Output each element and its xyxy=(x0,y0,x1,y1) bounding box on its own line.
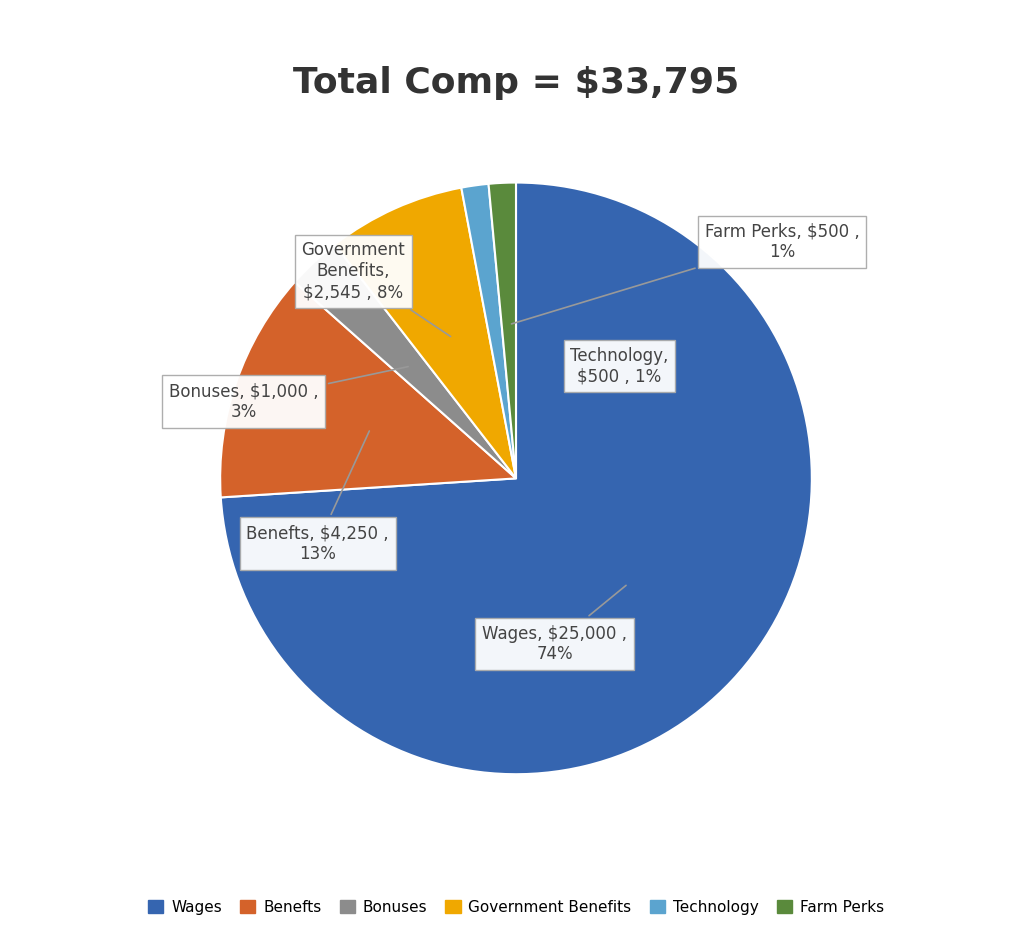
Text: Farm Perks, $500 ,
1%: Farm Perks, $500 , 1% xyxy=(512,222,860,324)
Text: Total Comp = $33,795: Total Comp = $33,795 xyxy=(293,66,739,99)
Text: Bonuses, $1,000 ,
3%: Bonuses, $1,000 , 3% xyxy=(169,367,409,421)
Wedge shape xyxy=(220,282,516,497)
Wedge shape xyxy=(334,188,516,478)
Text: Benefts, $4,250 ,
13%: Benefts, $4,250 , 13% xyxy=(247,431,389,563)
Wedge shape xyxy=(488,183,516,478)
Wedge shape xyxy=(461,184,516,478)
Text: Wages, $25,000 ,
74%: Wages, $25,000 , 74% xyxy=(482,585,627,663)
Legend: Wages, Benefts, Bonuses, Government Benefits, Technology, Farm Perks: Wages, Benefts, Bonuses, Government Bene… xyxy=(142,894,890,921)
Wedge shape xyxy=(295,245,516,478)
Text: Technology,
$500 , 1%: Technology, $500 , 1% xyxy=(571,346,669,386)
Text: Government
Benefits,
$2,545 , 8%: Government Benefits, $2,545 , 8% xyxy=(301,241,451,337)
Wedge shape xyxy=(221,183,812,774)
